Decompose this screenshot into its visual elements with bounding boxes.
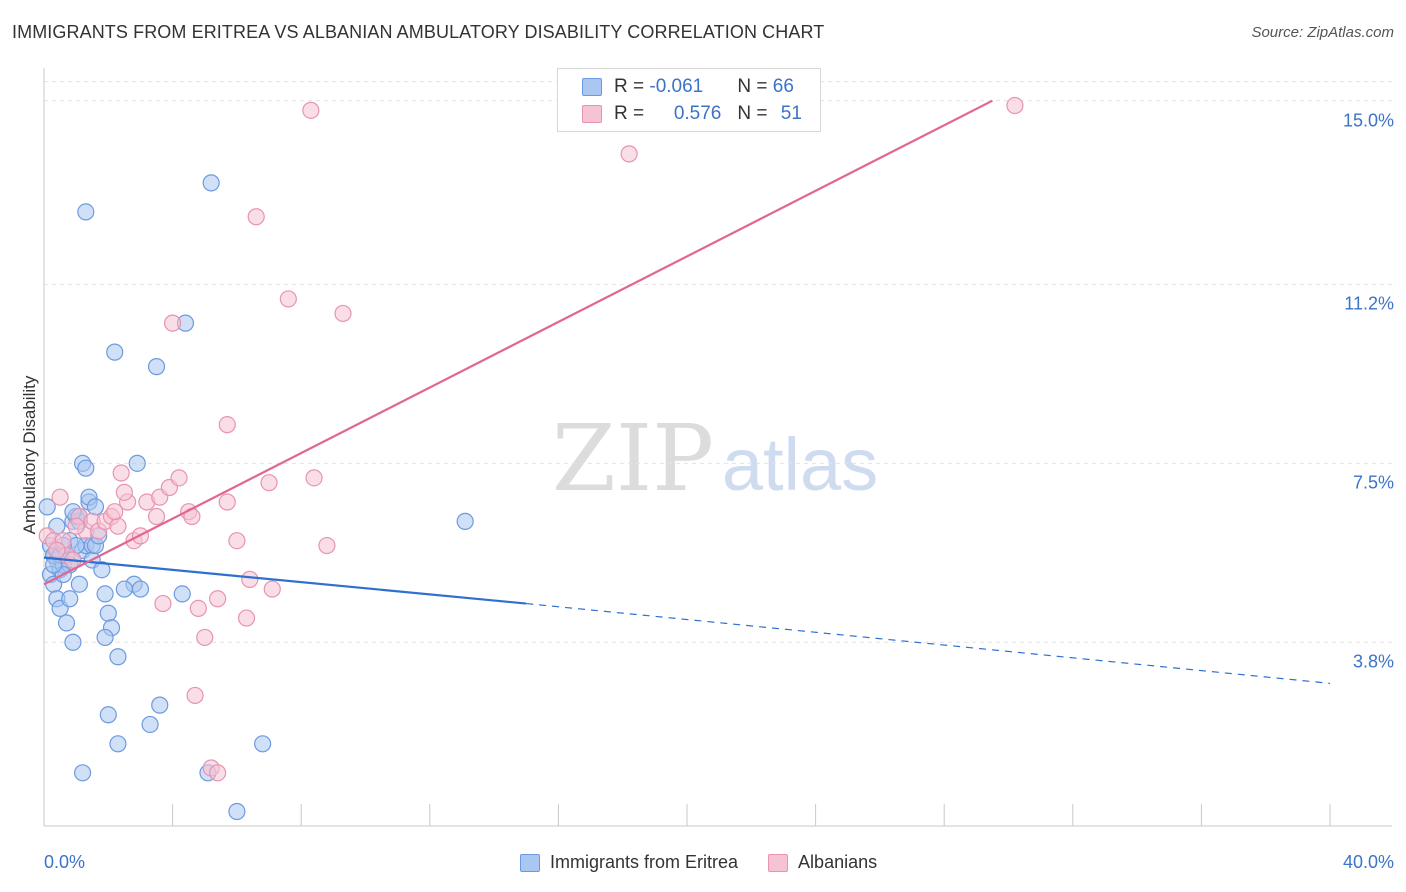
- point-eritrea-26: [99, 604, 117, 622]
- point-eritrea-0: [38, 498, 56, 516]
- point-eritrea-35: [70, 575, 88, 593]
- point-albanians-39: [218, 416, 236, 434]
- point-eritrea-41: [147, 358, 166, 376]
- point-eritrea-19: [77, 459, 95, 477]
- point-eritrea-54: [173, 585, 191, 603]
- y-tick-label-1: 7.5%: [1352, 472, 1394, 493]
- point-albanians-11: [109, 517, 127, 535]
- point-albanians-30: [237, 609, 256, 627]
- point-albanians-42: [1006, 96, 1024, 115]
- point-eritrea-49: [228, 802, 246, 821]
- n-value-eritrea: 66: [772, 76, 794, 97]
- watermark-zip: ZIP: [552, 405, 714, 512]
- point-albanians-22: [154, 594, 172, 613]
- legend-label-albanians: Albanians: [798, 852, 878, 872]
- point-albanians-31: [260, 474, 278, 492]
- point-eritrea-42: [99, 706, 117, 724]
- legend-swatch-albanians: [582, 105, 602, 123]
- point-albanians-38: [164, 314, 182, 332]
- point-albanians-44: [209, 764, 227, 782]
- r-value-eritrea: -0.061: [649, 76, 704, 97]
- trend-line-eritrea: [43, 556, 527, 605]
- point-eritrea-25: [96, 585, 114, 603]
- point-albanians-28: [228, 532, 246, 550]
- point-eritrea-34: [61, 590, 79, 608]
- chart-title: IMMIGRANTS FROM ERITREA VS ALBANIAN AMBU…: [12, 22, 825, 42]
- x-tick-min: 0.0%: [44, 852, 86, 872]
- point-albanians-46: [115, 483, 133, 501]
- legend-item-eritrea: Immigrants from Eritrea: [520, 852, 738, 873]
- point-albanians-19: [170, 469, 188, 487]
- point-albanians-27: [218, 493, 236, 511]
- legend-swatch-albanians: [768, 853, 789, 872]
- legend-swatch-eritrea: [582, 78, 602, 96]
- point-albanians-41: [620, 145, 638, 163]
- point-eritrea-29: [109, 648, 127, 666]
- point-albanians-34: [318, 536, 336, 555]
- point-eritrea-24: [93, 561, 111, 579]
- trend-line-albanians: [43, 99, 993, 586]
- y-tick-label-2: 11.2%: [1344, 293, 1394, 314]
- legend-swatch-eritrea: [520, 853, 540, 872]
- point-eritrea-45: [151, 696, 169, 714]
- point-eritrea-46: [141, 715, 159, 734]
- point-eritrea-39: [128, 454, 146, 472]
- trend-line-eritrea-extension: [526, 602, 1331, 684]
- n-label: N =: [737, 76, 773, 97]
- point-eritrea-50: [202, 174, 220, 192]
- point-albanians-2: [51, 488, 69, 506]
- point-albanians-24: [196, 628, 214, 647]
- series-legend: Immigrants from Eritrea Albanians: [520, 852, 907, 873]
- point-albanians-37: [334, 304, 352, 323]
- legend-item-albanians: Albanians: [768, 852, 877, 873]
- point-eritrea-40: [106, 343, 124, 361]
- r-label: R =: [614, 103, 650, 124]
- point-eritrea-53: [456, 512, 474, 530]
- n-label: N =: [737, 103, 773, 124]
- legend-row-eritrea: R = -0.061 N = 66: [582, 75, 794, 99]
- watermark-atlas: atlas: [722, 423, 878, 506]
- point-eritrea-47: [254, 735, 272, 753]
- point-eritrea-36: [64, 633, 82, 651]
- x-tick-max: 40.0%: [1342, 852, 1394, 872]
- r-label: R =: [614, 76, 650, 97]
- y-tick-label-0: 3.8%: [1352, 651, 1394, 672]
- point-albanians-47: [67, 517, 85, 535]
- correlation-legend: R = -0.061 N = 66 R = 0.576 N = 51: [557, 68, 821, 132]
- point-albanians-29: [241, 570, 259, 588]
- point-eritrea-56: [115, 580, 133, 598]
- point-eritrea-43: [109, 735, 127, 753]
- point-albanians-35: [247, 208, 265, 226]
- point-eritrea-38: [86, 498, 105, 516]
- point-albanians-33: [305, 469, 323, 487]
- point-albanians-45: [106, 503, 124, 521]
- point-eritrea-51: [77, 203, 95, 221]
- legend-row-albanians: R = 0.576 N = 51: [582, 102, 802, 126]
- point-eritrea-33: [57, 614, 76, 632]
- point-albanians-50: [112, 464, 130, 482]
- point-albanians-16: [147, 507, 166, 526]
- point-albanians-36: [279, 290, 297, 308]
- point-eritrea-44: [73, 764, 92, 782]
- r-value-albanians: 0.576: [673, 103, 722, 124]
- point-albanians-40: [302, 101, 320, 119]
- point-albanians-23: [189, 599, 207, 618]
- source-label: Source: ZipAtlas.com: [1251, 24, 1394, 41]
- point-eritrea-28: [96, 628, 114, 647]
- legend-label-eritrea: Immigrants from Eritrea: [550, 852, 739, 872]
- point-albanians-26: [209, 590, 227, 608]
- point-eritrea-57: [131, 580, 150, 598]
- point-albanians-25: [186, 686, 204, 705]
- n-value-albanians: 51: [780, 103, 802, 124]
- point-albanians-49: [48, 541, 66, 559]
- point-albanians-32: [263, 580, 281, 598]
- y-tick-label-3: 15.0%: [1342, 110, 1394, 131]
